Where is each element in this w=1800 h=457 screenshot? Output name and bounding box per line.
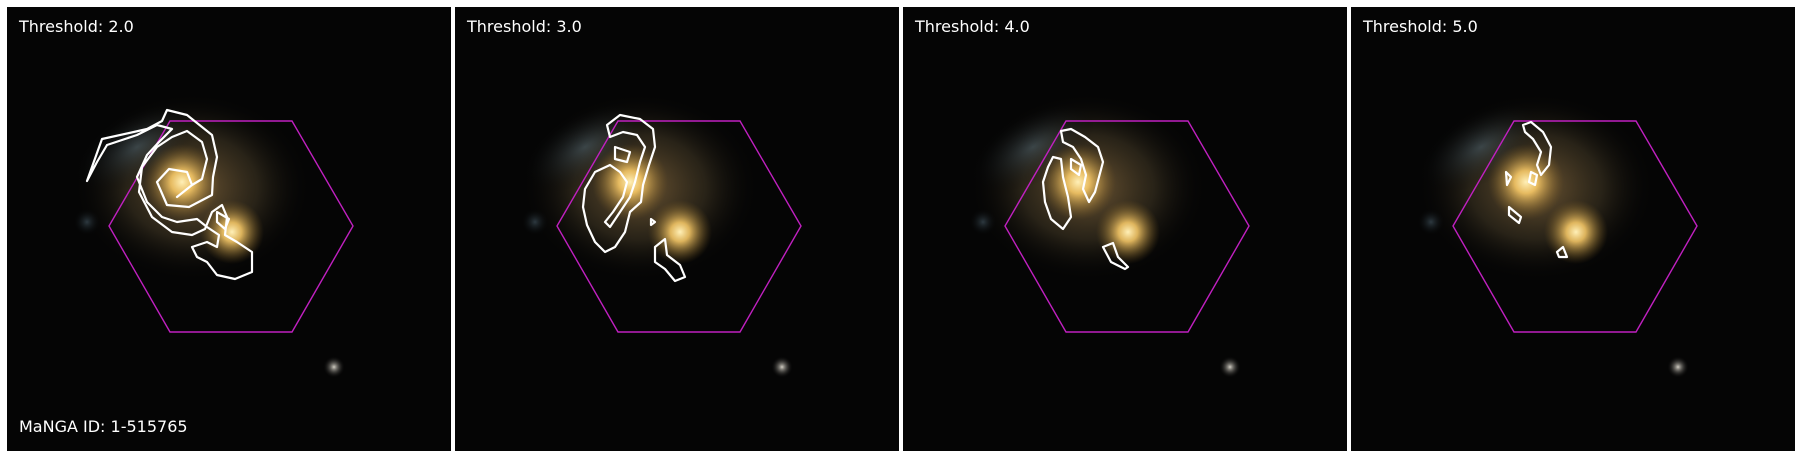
galaxy-image bbox=[1351, 7, 1795, 451]
image-panel-threshold-4: Threshold: 4.0 bbox=[903, 7, 1347, 451]
image-panel-threshold-2: Threshold: 2.0 MaNGA ID: 1-515765 bbox=[7, 7, 451, 451]
ifu-hexagon-outline bbox=[556, 120, 802, 333]
image-panel-threshold-3: Threshold: 3.0 bbox=[455, 7, 899, 451]
galaxy-image bbox=[7, 7, 451, 451]
contour-outline bbox=[1504, 120, 1569, 259]
galaxy-core-primary bbox=[144, 144, 220, 220]
manga-id-label: MaNGA ID: 1-515765 bbox=[19, 417, 188, 436]
foreground-star bbox=[323, 356, 345, 378]
foreground-star bbox=[771, 356, 793, 378]
galaxy-image bbox=[903, 7, 1347, 451]
threshold-label: Threshold: 2.0 bbox=[19, 17, 134, 36]
ifu-hexagon-outline bbox=[1452, 120, 1698, 333]
galaxy-core-secondary bbox=[648, 200, 712, 264]
foreground-star bbox=[1667, 356, 1689, 378]
contour-outline bbox=[581, 113, 687, 283]
contour-outline bbox=[1041, 127, 1130, 271]
ifu-hexagon-outline bbox=[108, 120, 354, 333]
foreground-star bbox=[1219, 356, 1241, 378]
galaxy-core-secondary bbox=[1096, 200, 1160, 264]
ifu-hexagon-outline bbox=[1004, 120, 1250, 333]
galaxy-core-secondary bbox=[200, 200, 264, 264]
threshold-label: Threshold: 5.0 bbox=[1363, 17, 1478, 36]
galaxy-image bbox=[455, 7, 899, 451]
image-panel-threshold-5: Threshold: 5.0 bbox=[1351, 7, 1795, 451]
contour-outline bbox=[85, 108, 254, 281]
threshold-label: Threshold: 3.0 bbox=[467, 17, 582, 36]
galaxy-core-primary bbox=[1040, 144, 1116, 220]
threshold-label: Threshold: 4.0 bbox=[915, 17, 1030, 36]
galaxy-core-secondary bbox=[1544, 200, 1608, 264]
galaxy-core-primary bbox=[1488, 144, 1564, 220]
